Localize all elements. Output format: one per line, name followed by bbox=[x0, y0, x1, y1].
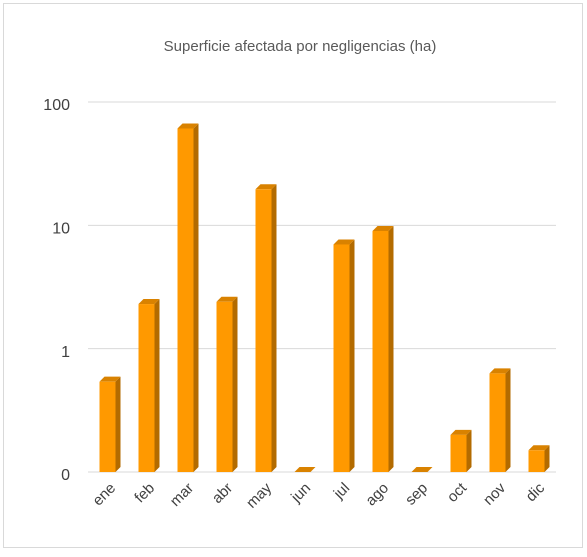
bar-side bbox=[349, 239, 355, 472]
bar bbox=[333, 244, 350, 472]
bar-top bbox=[450, 429, 472, 435]
bar-side bbox=[154, 299, 160, 472]
bar-top bbox=[489, 368, 511, 374]
bar-side bbox=[115, 376, 121, 472]
bar-top bbox=[333, 239, 355, 245]
bar-side bbox=[232, 296, 238, 472]
bar-side bbox=[271, 184, 277, 472]
y-tick-label: 100 bbox=[43, 97, 70, 114]
bar-top bbox=[99, 376, 121, 382]
y-tick-label: 1 bbox=[61, 344, 70, 361]
bar-top bbox=[177, 123, 199, 129]
bar bbox=[138, 304, 155, 472]
bar-top bbox=[411, 467, 433, 472]
bar bbox=[450, 434, 467, 472]
bar-side bbox=[544, 445, 550, 472]
y-tick-label: 10 bbox=[52, 221, 70, 238]
bar-side bbox=[193, 123, 199, 473]
bar-top bbox=[528, 445, 550, 451]
bar-top bbox=[255, 184, 277, 190]
bar-top bbox=[138, 299, 160, 305]
bar bbox=[528, 450, 545, 472]
bar-top bbox=[216, 296, 238, 302]
bar-side bbox=[388, 225, 394, 472]
bar bbox=[177, 128, 194, 472]
bar bbox=[372, 230, 389, 472]
bar bbox=[99, 381, 116, 472]
bar-side bbox=[466, 429, 472, 472]
bar bbox=[216, 301, 233, 472]
y-tick-label: 0 bbox=[61, 467, 70, 484]
bar bbox=[489, 373, 506, 472]
bar-top bbox=[372, 225, 394, 231]
chart-title: Superficie afectada por negligencias (ha… bbox=[164, 38, 437, 55]
bar bbox=[255, 189, 272, 472]
bar-side bbox=[505, 368, 511, 472]
bar-top bbox=[294, 467, 316, 472]
